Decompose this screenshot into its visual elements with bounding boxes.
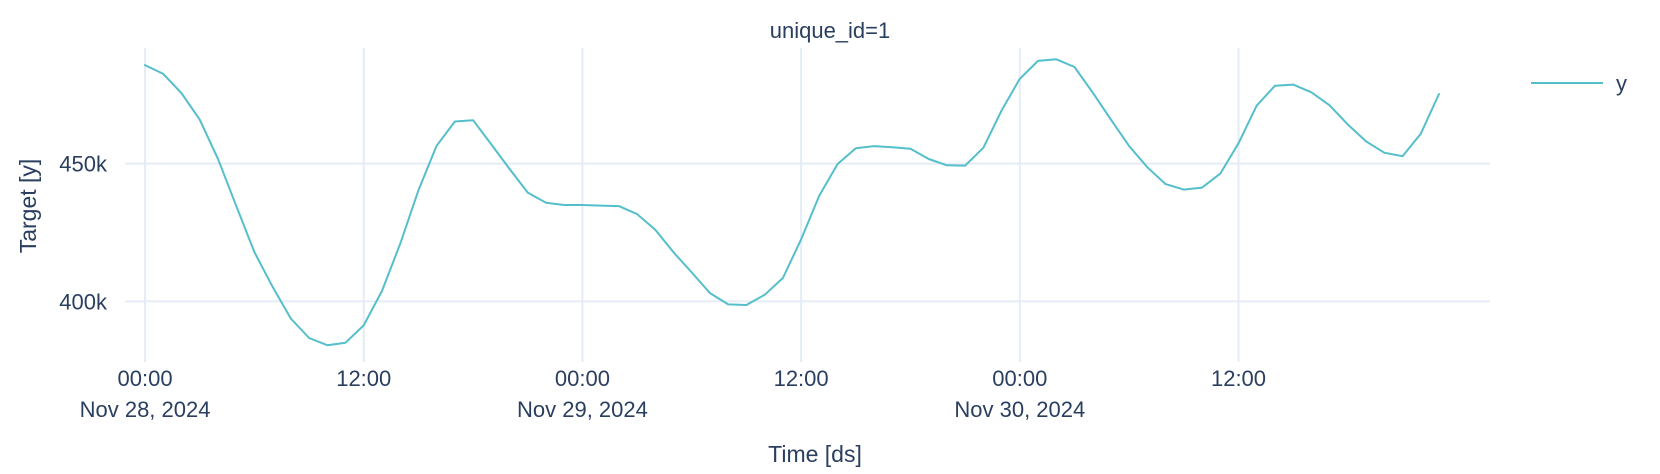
y-tick-labels: 400k 450k xyxy=(59,152,108,315)
x-tick-label: 12:00 xyxy=(1211,366,1266,391)
x-tick-label: 00:00 xyxy=(118,366,173,391)
legend[interactable]: y xyxy=(1531,71,1627,96)
series-layer xyxy=(144,58,1440,347)
x-axis-title: Time [ds] xyxy=(768,441,862,467)
legend-label-y: y xyxy=(1616,71,1627,96)
x-tick-label: 00:00 xyxy=(992,366,1047,391)
series-line-y[interactable] xyxy=(144,58,1440,347)
x-tick-date-label: Nov 30, 2024 xyxy=(954,397,1085,422)
x-tick-label: 12:00 xyxy=(774,366,829,391)
y-tick-label: 400k xyxy=(59,289,108,314)
x-tick-label: 00:00 xyxy=(555,366,610,391)
chart-title: unique_id=1 xyxy=(770,18,891,43)
x-tick-labels: 00:00 Nov 28, 2024 12:00 00:00 Nov 29, 2024 1… xyxy=(80,366,1266,422)
y-axis-title: Target [y] xyxy=(15,159,41,254)
x-tick-label: 12:00 xyxy=(336,366,391,391)
x-tick-date-label: Nov 28, 2024 xyxy=(80,397,211,422)
y-tick-label: 450k xyxy=(59,152,108,177)
x-tick-date-label: Nov 29, 2024 xyxy=(517,397,648,422)
